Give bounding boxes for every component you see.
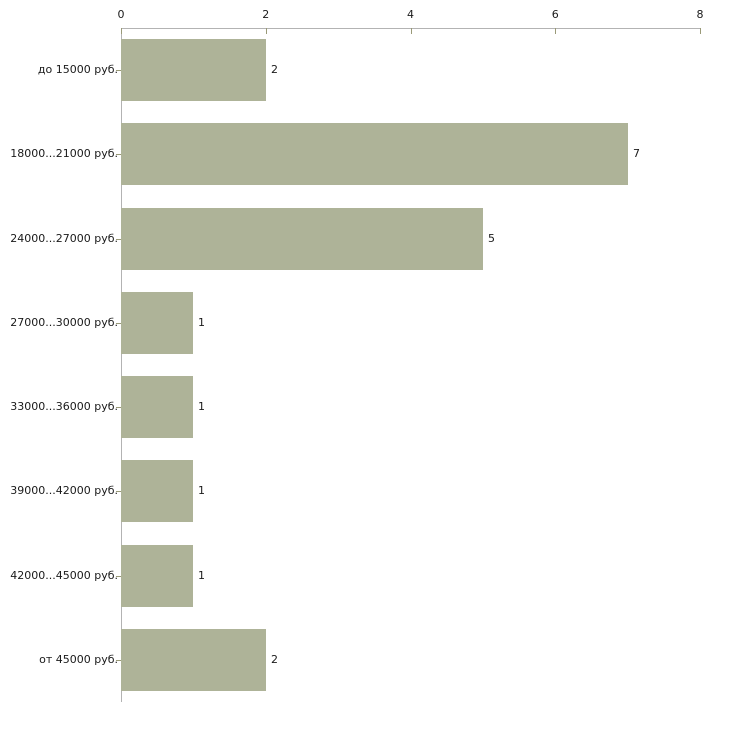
x-axis-tick-label: 2 [262, 8, 270, 21]
x-axis-tick [410, 28, 412, 34]
y-axis-line [121, 28, 122, 702]
y-axis-category-label: 18000...21000 руб. [10, 147, 118, 160]
bar-value-label: 5 [488, 232, 495, 245]
y-axis-tick [116, 323, 122, 324]
bar [121, 208, 483, 270]
y-axis-category-label: 33000...36000 руб. [10, 400, 118, 413]
x-axis-tick [700, 28, 701, 34]
y-axis-tick [116, 660, 122, 661]
bar-value-label: 1 [198, 400, 205, 413]
y-axis-tick [116, 70, 122, 71]
y-axis-tick [116, 491, 122, 492]
x-axis-tick-label: 4 [407, 8, 414, 21]
bar [121, 545, 193, 607]
bar [121, 376, 193, 438]
x-axis-tick-label: 8 [696, 8, 704, 21]
y-axis-category-label: 39000...42000 руб. [10, 484, 118, 497]
bar-value-label: 2 [271, 63, 278, 76]
y-axis-tick [116, 576, 122, 577]
y-axis-category-label: 24000...27000 руб. [10, 232, 118, 245]
bar-value-label: 7 [633, 147, 640, 160]
x-axis-tick-label: 0 [117, 8, 125, 21]
bar [121, 460, 193, 522]
y-axis-category-label: 27000...30000 руб. [10, 316, 118, 329]
y-axis-tick [116, 239, 122, 240]
bar [121, 39, 266, 101]
y-axis-category-label: 42000...45000 руб. [10, 569, 118, 582]
x-axis-tick [265, 28, 267, 34]
bar-value-label: 1 [198, 484, 205, 497]
bar [121, 629, 266, 691]
x-axis-tick [555, 28, 557, 34]
y-axis-tick [116, 154, 122, 155]
y-axis-category-label: до 15000 руб. [37, 63, 118, 76]
bar [121, 292, 193, 354]
bar-value-label: 1 [198, 316, 205, 329]
x-axis-tick-label: 6 [551, 8, 559, 21]
bar [121, 123, 628, 185]
y-axis-tick [116, 407, 122, 408]
x-axis-tick [121, 28, 122, 34]
bar-value-label: 2 [271, 653, 278, 666]
y-axis-category-label: от 45000 руб. [39, 653, 118, 666]
bar-value-label: 1 [198, 569, 205, 582]
